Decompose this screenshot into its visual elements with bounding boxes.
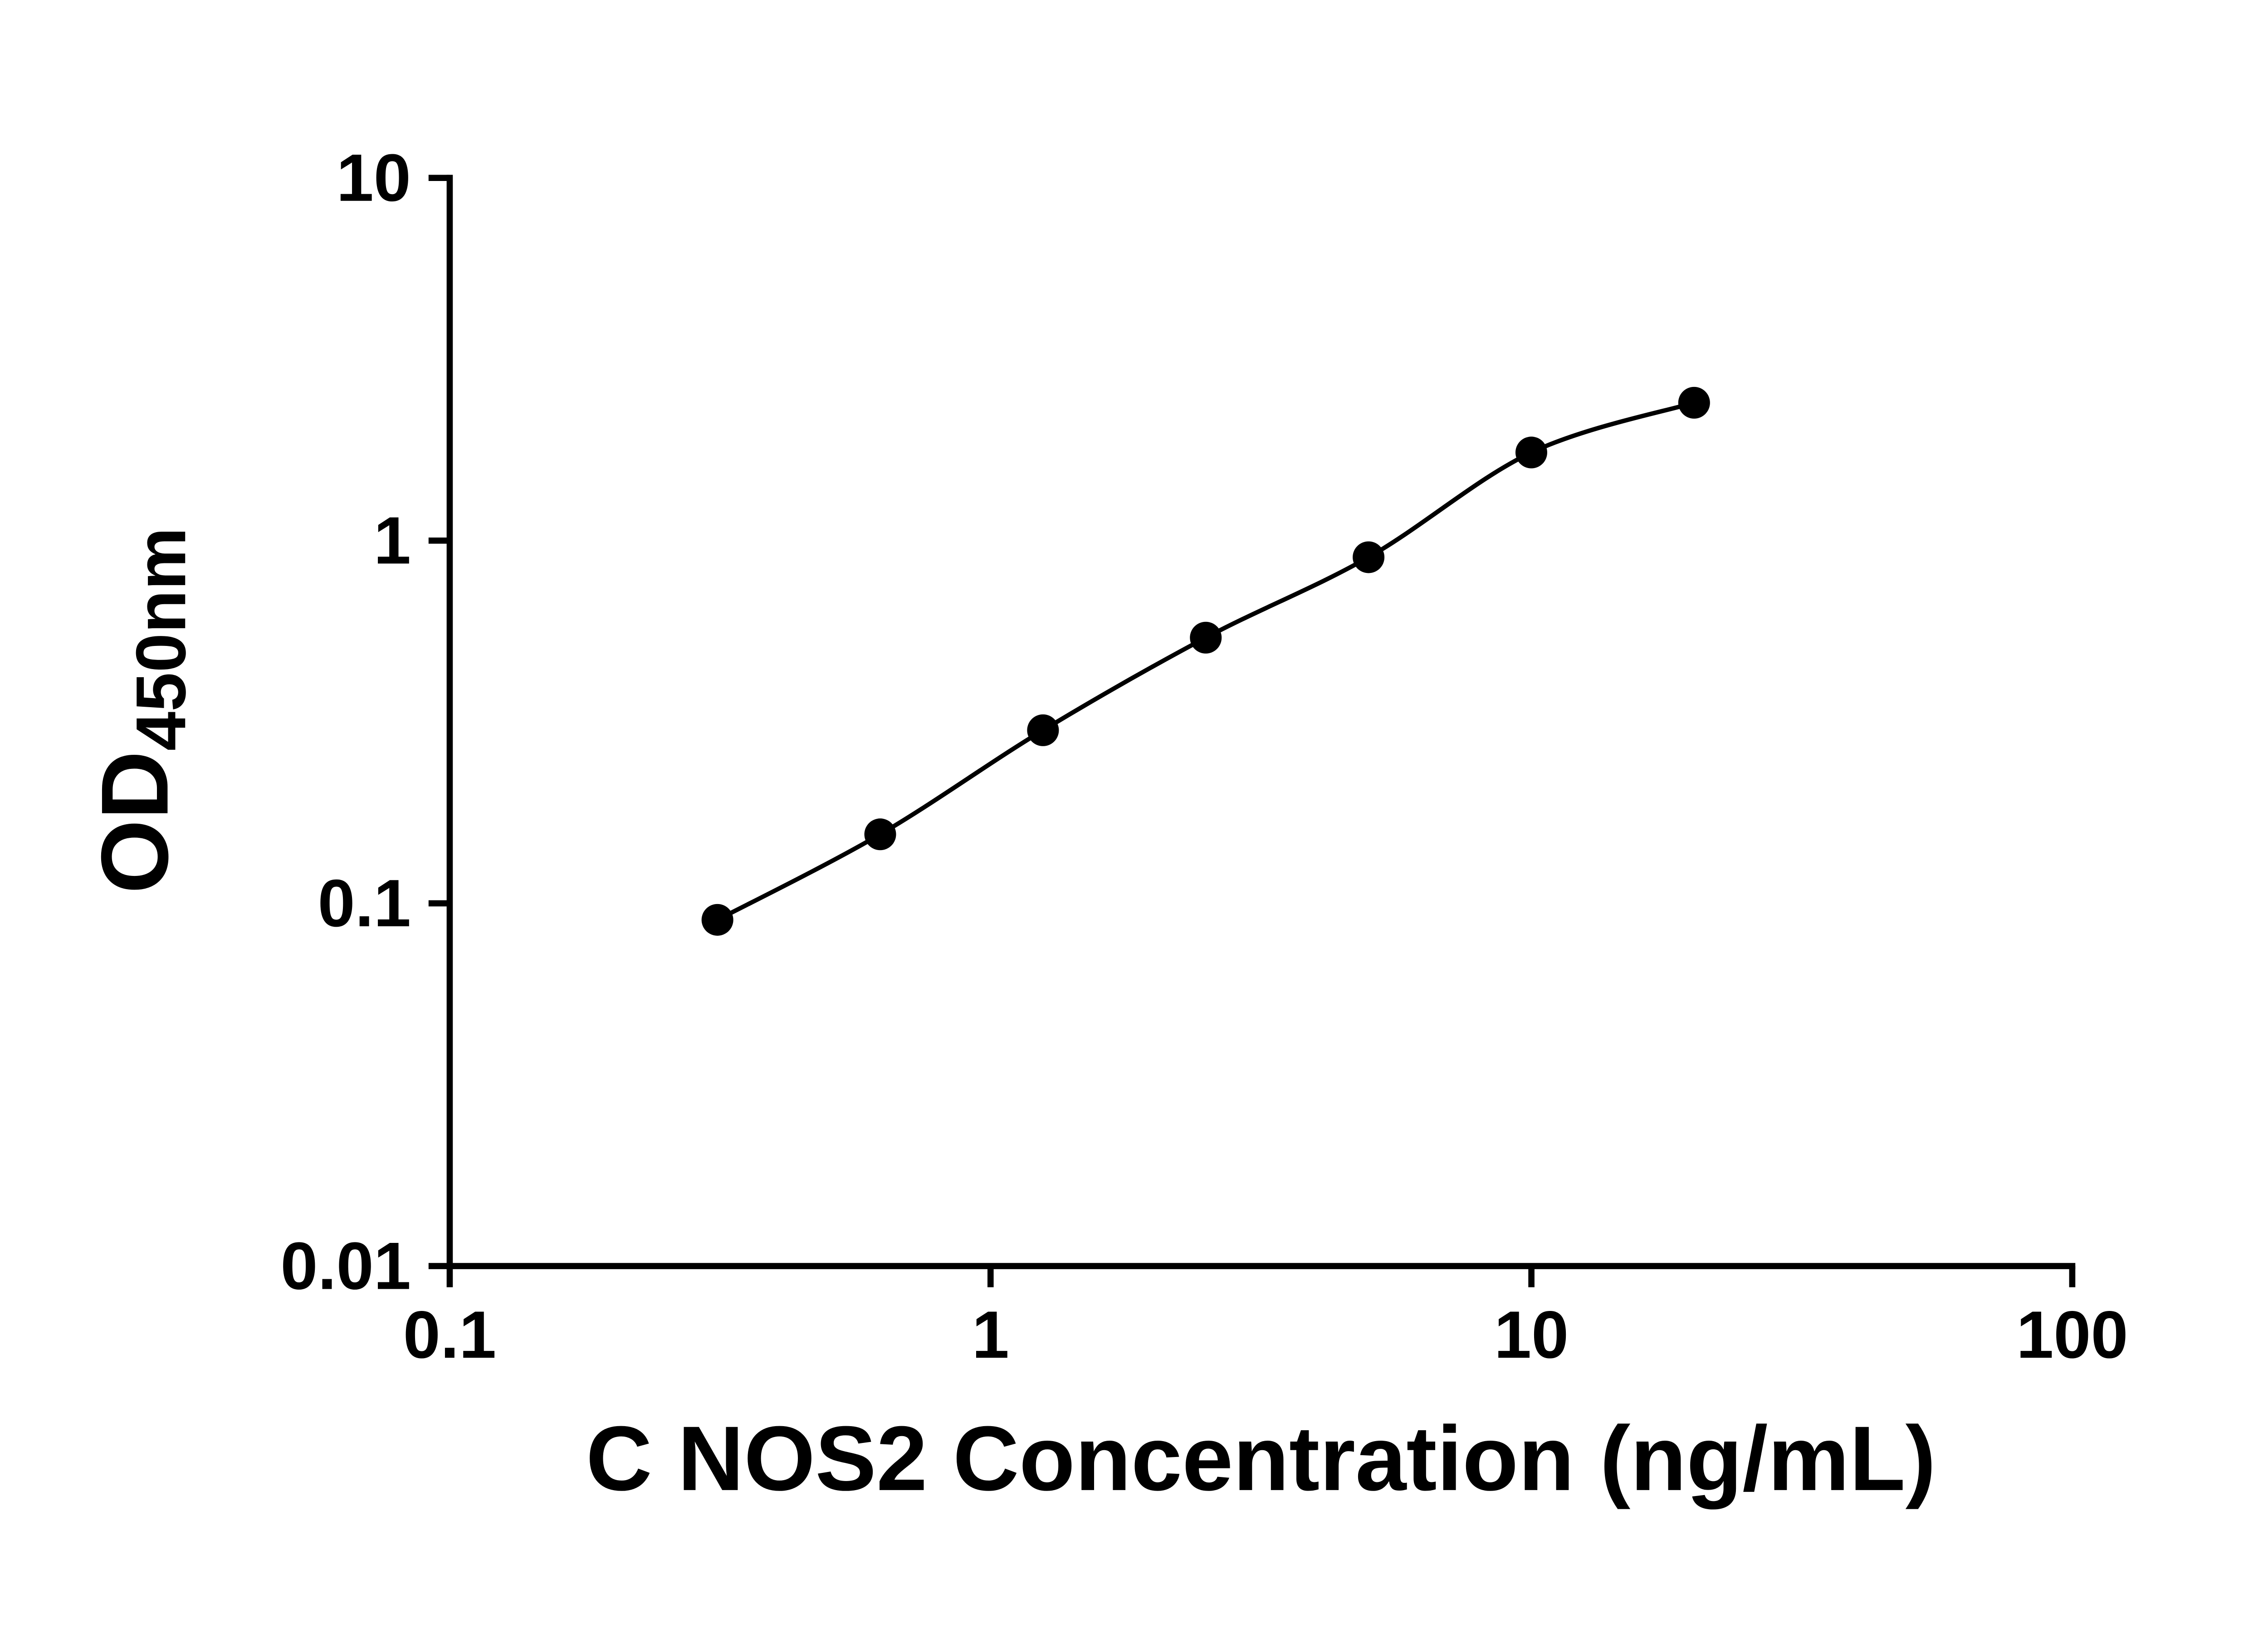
data-point xyxy=(1353,541,1385,573)
y-axis-title-main: OD xyxy=(82,751,188,894)
y-axis-tick-label: 0.01 xyxy=(280,1229,411,1304)
y-axis-tick-label: 1 xyxy=(374,504,411,578)
x-axis-tick-label: 1 xyxy=(972,1298,1009,1373)
data-point xyxy=(864,818,896,851)
x-axis-title: C NOS2 Concentration (ng/mL) xyxy=(586,1407,1936,1510)
data-point xyxy=(701,904,733,936)
y-axis-tick-label: 0.1 xyxy=(318,866,411,941)
data-point xyxy=(1190,622,1222,654)
x-axis-tick-label: 10 xyxy=(1494,1298,1569,1373)
x-axis-tick-label: 0.1 xyxy=(403,1298,496,1373)
y-axis-tick-label: 10 xyxy=(337,141,411,215)
data-point xyxy=(1678,387,1710,419)
data-point xyxy=(1027,714,1059,747)
y-axis-title: OD450nm xyxy=(82,528,200,894)
fit-curve xyxy=(716,401,1695,922)
data-points xyxy=(701,387,1710,936)
x-axis-tick-label: 100 xyxy=(2016,1298,2128,1373)
y-axis-title-sub: 450nm xyxy=(121,528,200,751)
data-point xyxy=(1515,436,1547,469)
axis-spine xyxy=(446,175,2076,1270)
